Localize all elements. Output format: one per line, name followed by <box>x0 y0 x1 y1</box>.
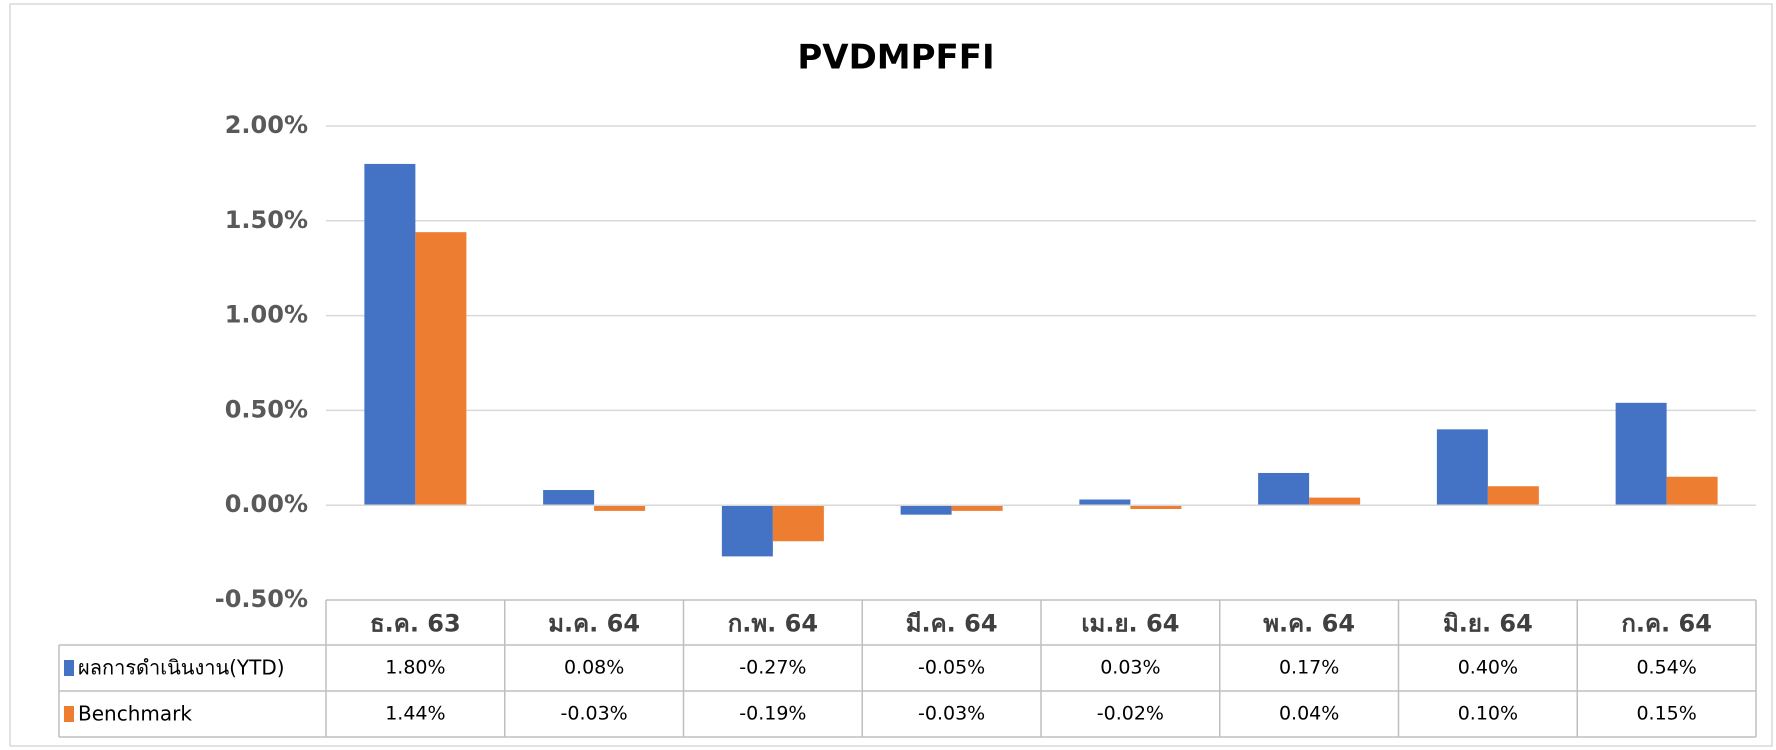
x-tick-label: ธ.ค. 63 <box>370 610 461 638</box>
bar <box>1258 472 1310 506</box>
bar <box>721 505 773 557</box>
chart-frame <box>9 3 1773 747</box>
x-tick-label: พ.ค. 64 <box>1263 610 1355 638</box>
y-tick-label: 1.00% <box>225 301 308 329</box>
legend-key <box>64 706 74 722</box>
x-tick-label: ก.พ. 64 <box>728 610 818 638</box>
bar <box>594 505 646 511</box>
data-table-value: -0.05% <box>918 657 985 679</box>
x-tick-label: มิ.ย. 64 <box>1443 610 1533 638</box>
data-table-value: -0.19% <box>739 703 806 725</box>
x-tick-label: เม.ย. 64 <box>1081 610 1179 638</box>
data-table-value: 0.03% <box>1100 657 1160 679</box>
legend-key <box>64 660 74 676</box>
data-table-value: 0.08% <box>564 657 624 679</box>
y-tick-label: 0.00% <box>225 490 308 518</box>
bar <box>1666 476 1718 506</box>
data-table-value: 0.54% <box>1636 657 1696 679</box>
data-table-value: 1.44% <box>385 703 445 725</box>
bar <box>1436 429 1488 506</box>
y-tick-label: -0.50% <box>215 585 308 613</box>
x-tick-label: ม.ค. 64 <box>548 610 640 638</box>
bar <box>415 232 467 506</box>
chart-title: PVDMPFFI <box>797 38 994 78</box>
bar <box>900 505 952 515</box>
legend-label: Benchmark <box>78 702 192 726</box>
bar <box>1309 497 1361 506</box>
x-tick-label: ก.ค. 64 <box>1621 610 1712 638</box>
data-table-value: 0.04% <box>1279 703 1339 725</box>
data-table-value: 0.15% <box>1636 703 1696 725</box>
data-table-value: -0.27% <box>739 657 806 679</box>
data-table-value: 0.10% <box>1458 703 1518 725</box>
bar <box>1079 499 1131 506</box>
data-table-value: 0.17% <box>1279 657 1339 679</box>
x-tick-label: มี.ค. 64 <box>906 610 998 638</box>
bar <box>1130 505 1182 509</box>
data-table-value: -0.02% <box>1097 703 1164 725</box>
data-table-value: 1.80% <box>385 657 445 679</box>
data-table-value: 0.40% <box>1458 657 1518 679</box>
y-tick-label: 1.50% <box>225 206 308 234</box>
bar <box>364 163 416 506</box>
bar <box>1487 486 1539 506</box>
bar <box>543 490 595 506</box>
y-tick-label: 0.50% <box>225 395 308 423</box>
data-table-value: -0.03% <box>918 703 985 725</box>
bar <box>772 505 824 542</box>
y-tick-label: 2.00% <box>225 111 308 139</box>
bar <box>951 505 1003 511</box>
legend-label: ผลการดำเนินงาน(YTD) <box>78 656 285 680</box>
bar <box>1615 402 1667 506</box>
data-table-value: -0.03% <box>561 703 628 725</box>
